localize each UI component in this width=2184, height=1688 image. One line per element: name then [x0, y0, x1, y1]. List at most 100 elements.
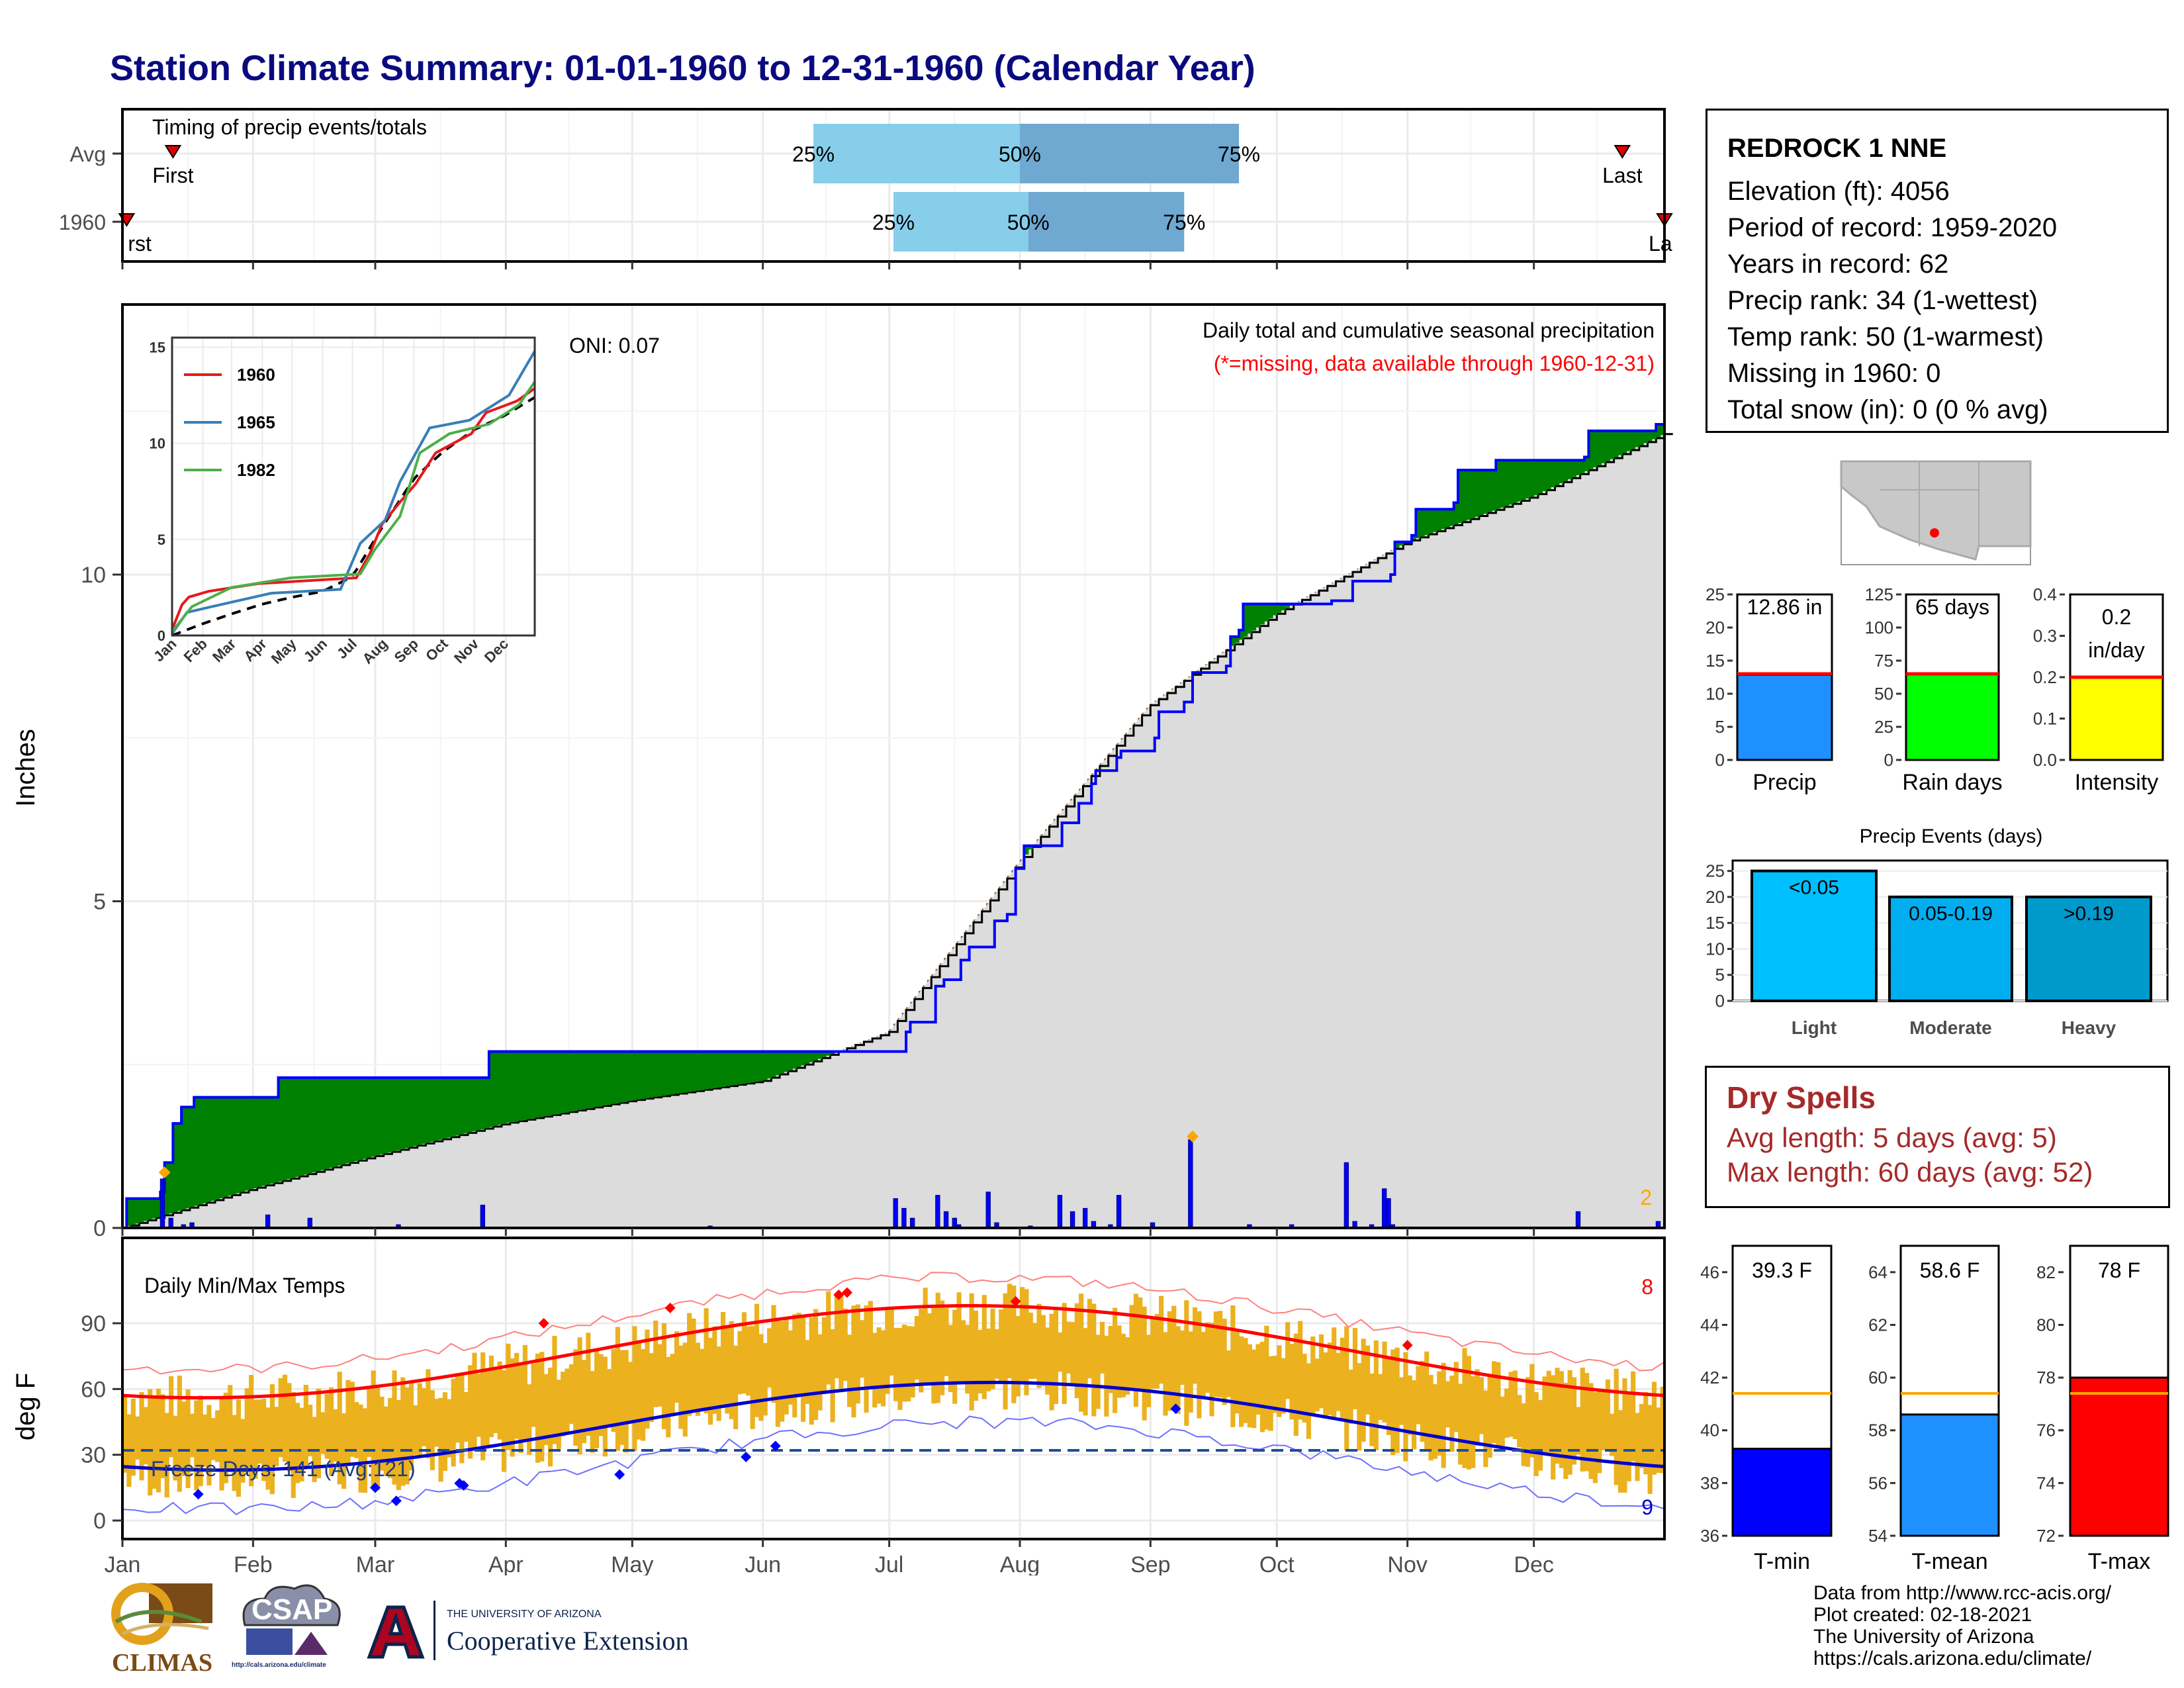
- above-normal-fill: [447, 1077, 452, 1138]
- above-normal-fill: [282, 1077, 287, 1181]
- daily-temp-bar: [1651, 1382, 1657, 1475]
- above-normal-fill: [514, 1051, 520, 1122]
- daily-temp-bar: [1146, 1335, 1152, 1407]
- daily-temp-bar: [1019, 1287, 1025, 1383]
- daily-temp-bar: [623, 1350, 629, 1453]
- state-borders: [1880, 461, 1979, 546]
- daily-precip-bar: [935, 1195, 940, 1229]
- daily-temp-bar: [438, 1397, 443, 1482]
- first-label: First: [152, 164, 193, 187]
- daily-temp-bar: [914, 1316, 919, 1380]
- daily-temp-bar: [1251, 1349, 1257, 1429]
- above-normal-fill: [497, 1051, 502, 1125]
- daily-temp-bar: [1508, 1372, 1514, 1437]
- station-name: REDROCK 1 NNE: [1727, 134, 1947, 163]
- above-normal-fill: [480, 1077, 486, 1129]
- above-normal-fill: [341, 1077, 347, 1165]
- above-normal-fill: [623, 1051, 629, 1102]
- daily-precip-bar: [985, 1192, 991, 1229]
- daily-temp-bar: [1614, 1368, 1619, 1485]
- daily-temp-bar: [1024, 1289, 1029, 1395]
- month-label: Apr: [488, 1552, 523, 1575]
- daily-temp-bar: [1378, 1374, 1383, 1421]
- daily-temp-bar: [935, 1292, 940, 1403]
- above-normal-fill: [219, 1097, 224, 1199]
- above-normal-fill: [1268, 604, 1273, 619]
- daily-temp-bar: [897, 1328, 903, 1411]
- daily-temp-bar: [1517, 1395, 1522, 1448]
- above-normal-fill: [670, 1051, 675, 1095]
- above-normal-fill: [1243, 604, 1248, 637]
- daily-temp-bar: [885, 1309, 890, 1394]
- above-normal-fill: [223, 1097, 228, 1197]
- daily-temp-bar: [1639, 1403, 1644, 1468]
- daily-temp-bar: [320, 1412, 326, 1454]
- daily-temp-bar: [1601, 1391, 1606, 1450]
- timing-label-25: 25%: [792, 142, 835, 166]
- summary-y-tick-label: 80: [2036, 1315, 2056, 1335]
- above-normal-fill: [354, 1077, 359, 1162]
- daily-temp-bar: [287, 1383, 292, 1472]
- event-bar: [2025, 895, 2152, 1003]
- above-normal-fill: [1264, 604, 1269, 622]
- daily-temp-bar: [1567, 1370, 1572, 1475]
- event-category-label: Heavy: [2062, 1017, 2116, 1038]
- daily-temp-bar: [1529, 1364, 1535, 1458]
- daily-temp-bar: [324, 1394, 330, 1459]
- above-normal-fill: [716, 1051, 721, 1088]
- daily-temp-bar: [1643, 1391, 1649, 1475]
- daily-temp-bar: [842, 1308, 848, 1382]
- daily-temp-bar: [299, 1407, 304, 1481]
- daily-temp-bar: [202, 1414, 208, 1467]
- above-normal-fill: [1491, 470, 1496, 511]
- daily-temp-bar: [1656, 1407, 1661, 1473]
- summary-y-tick-label: 125: [1865, 585, 1893, 604]
- max-event-diamond: [158, 1166, 171, 1179]
- daily-temp-bar: [173, 1415, 178, 1481]
- above-normal-fill: [1555, 460, 1560, 485]
- daily-temp-bar: [510, 1358, 515, 1457]
- daily-temp-bar: [817, 1334, 823, 1411]
- above-normal-fill: [404, 1077, 410, 1149]
- event-bar-label: 0.05-0.19: [1909, 903, 1993, 925]
- daily-temp-bar: [615, 1327, 621, 1451]
- events-y-tick-label: 0: [1715, 991, 1725, 1011]
- above-normal-fill: [1592, 430, 1598, 467]
- above-normal-fill: [741, 1051, 747, 1084]
- daily-temp-bar: [1597, 1390, 1602, 1474]
- daily-temp-bar: [1293, 1333, 1298, 1436]
- above-normal-fill: [135, 1198, 140, 1224]
- inset-legend-label: 1965: [237, 412, 275, 432]
- summary-y-tick-label: 0.2: [2033, 667, 2057, 687]
- daily-temp-bar: [1011, 1286, 1017, 1403]
- daily-temp-bar: [1352, 1328, 1358, 1410]
- daily-temp-bar: [762, 1342, 768, 1416]
- above-normal-fill: [615, 1051, 620, 1103]
- above-normal-fill: [1571, 460, 1576, 477]
- ua-a-icon: [367, 1605, 425, 1659]
- record-max-line: [122, 1272, 1665, 1375]
- daily-temp-bar: [707, 1337, 713, 1425]
- daily-temp-bar: [645, 1329, 650, 1429]
- above-normal-fill: [590, 1051, 595, 1108]
- daily-temp-bar: [1083, 1328, 1088, 1416]
- ua-divider: [433, 1601, 435, 1660]
- timing-chart: 25% 50% 75% First Last 25% 50% 75% rst La 1960 Avg T…: [59, 108, 1673, 269]
- above-normal-fill: [1234, 636, 1240, 643]
- summary-value-bar: [1731, 1448, 1833, 1537]
- above-normal-fill: [573, 1051, 578, 1111]
- daily-temp-bar: [169, 1376, 174, 1458]
- daily-temp-bar: [1142, 1306, 1147, 1421]
- daily-temp-bar: [1306, 1363, 1312, 1439]
- above-normal-fill: [792, 1051, 797, 1069]
- daily-temp-bar: [1272, 1356, 1278, 1413]
- month-label: Jul: [875, 1552, 903, 1575]
- daily-temp-bar: [1622, 1378, 1627, 1493]
- daily-temp-bar: [527, 1384, 532, 1455]
- daily-precip-bar: [893, 1198, 898, 1229]
- month-label: Jun: [745, 1552, 781, 1575]
- daily-temp-bar: [666, 1356, 671, 1438]
- daily-temp-bar: [771, 1305, 776, 1403]
- daily-temp-bar: [821, 1317, 827, 1394]
- precip-y-tick-label: 10: [81, 563, 106, 588]
